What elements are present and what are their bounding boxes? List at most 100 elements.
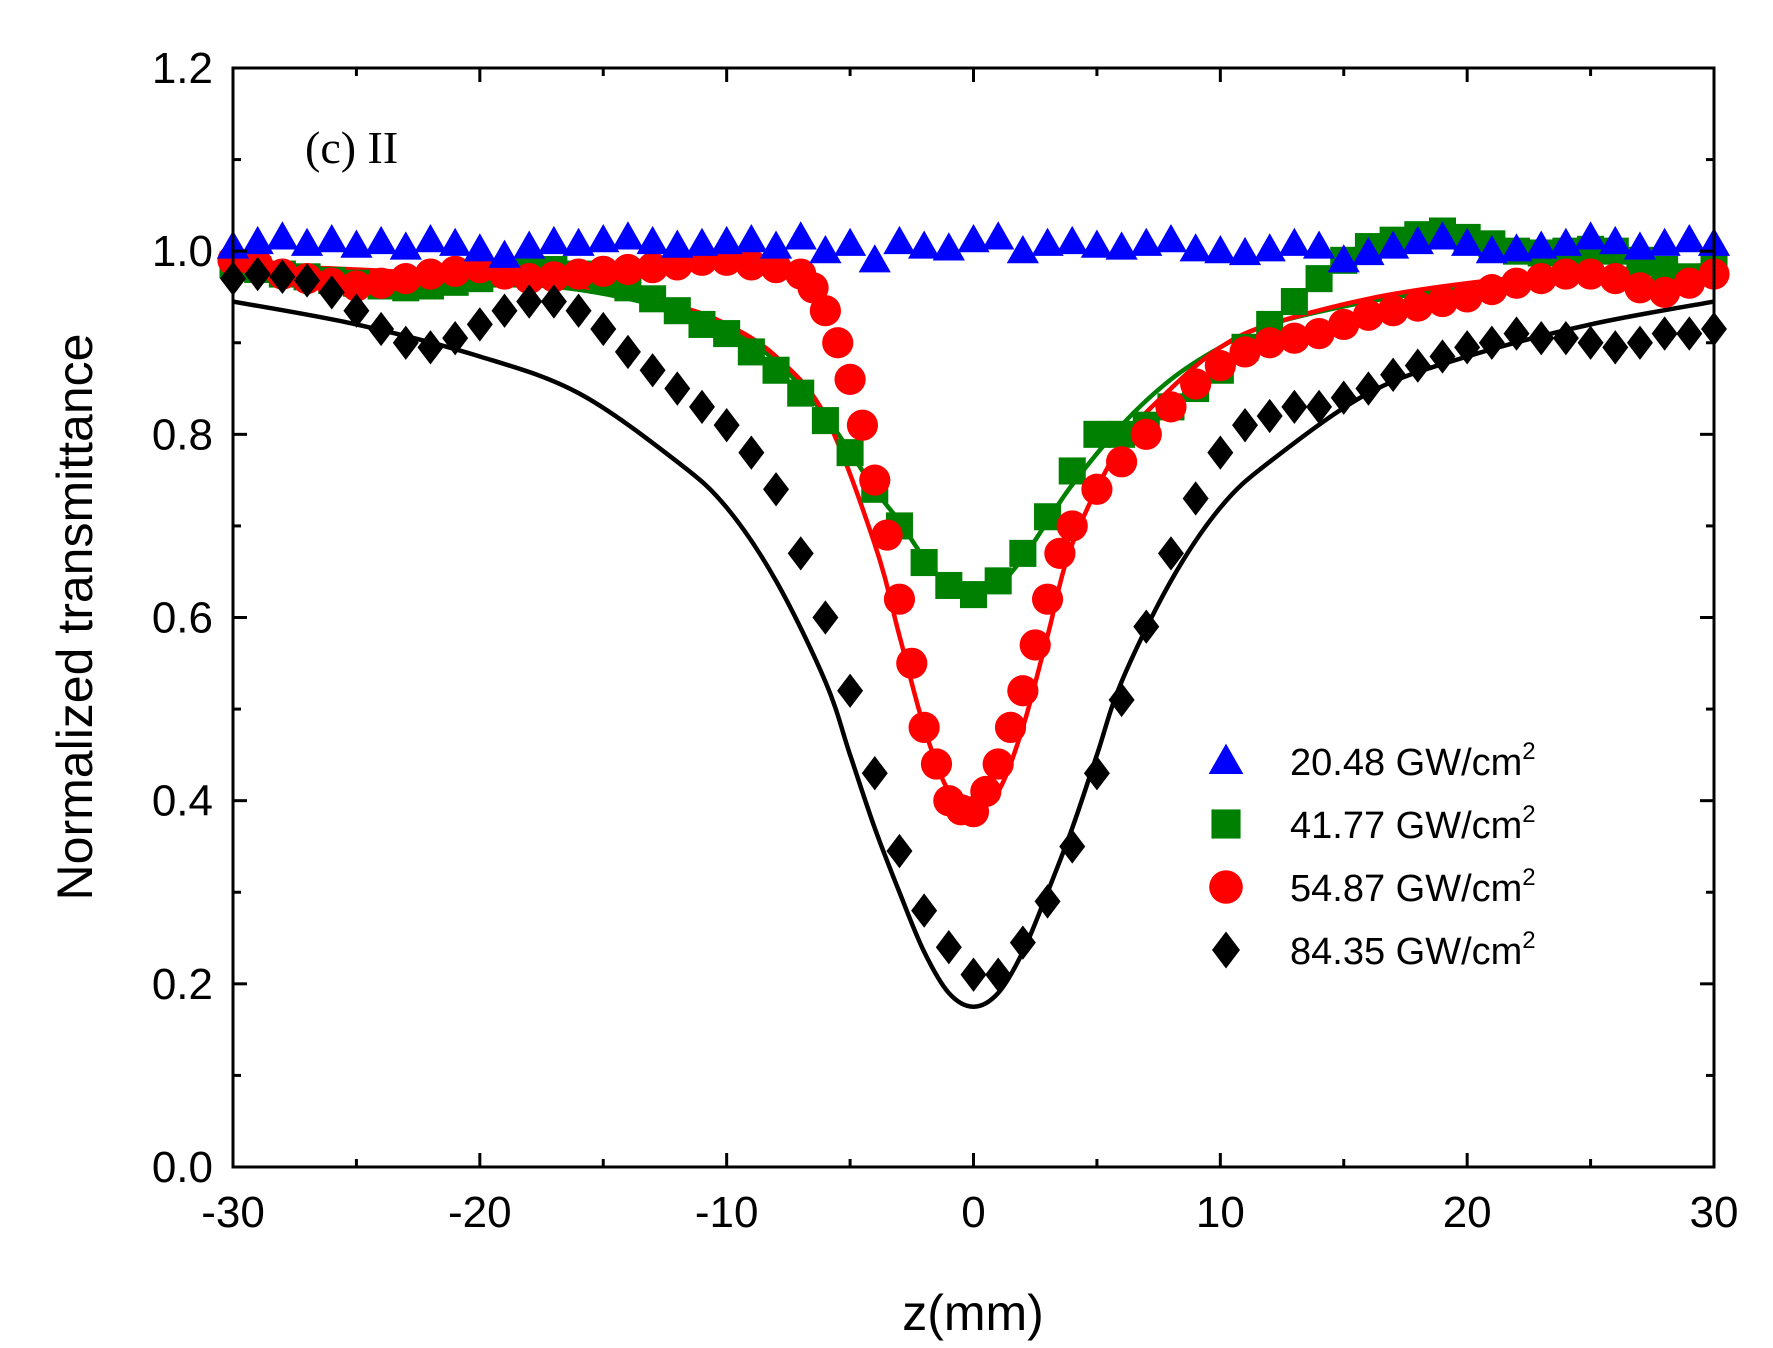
data-point-series-2-48 xyxy=(1130,418,1162,450)
data-point-series-0-3 xyxy=(290,227,324,256)
x-tick-label: 0 xyxy=(961,1188,985,1237)
y-axis-title: Normalized transmittance xyxy=(47,334,103,901)
data-point-series-0-17 xyxy=(636,225,669,255)
data-point-series-1-44 xyxy=(1305,265,1333,293)
data-point-series-0-10 xyxy=(463,233,496,262)
data-point-series-0-18 xyxy=(661,229,694,258)
data-point-series-0-24 xyxy=(809,235,842,264)
data-point-series-3-42 xyxy=(1256,398,1283,434)
data-point-series-3-49 xyxy=(1429,339,1456,374)
data-point-series-2-52 xyxy=(1229,336,1261,368)
data-point-series-3-13 xyxy=(540,284,567,319)
data-point-series-2-29 xyxy=(859,464,891,496)
data-point-series-0-41 xyxy=(1228,236,1262,266)
data-point-series-3-9 xyxy=(442,321,469,356)
data-point-series-0-42 xyxy=(1253,233,1286,262)
data-point-series-3-28 xyxy=(911,893,938,928)
data-point-series-3-57 xyxy=(1626,325,1653,360)
data-point-series-2-55 xyxy=(1303,317,1335,350)
data-point-series-0-31 xyxy=(982,221,1015,250)
data-point-series-2-33 xyxy=(908,711,940,744)
x-tick-label: -20 xyxy=(448,1188,512,1237)
data-point-series-3-8 xyxy=(417,330,444,365)
data-point-series-2-62 xyxy=(1476,274,1508,306)
data-point-series-2-32 xyxy=(896,647,928,679)
data-point-series-1-20 xyxy=(713,320,741,348)
data-point-series-1-21 xyxy=(737,338,765,366)
data-point-series-1-43 xyxy=(1280,288,1308,316)
data-point-series-1-30 xyxy=(959,581,988,609)
data-point-series-1-35 xyxy=(1083,420,1111,448)
data-point-series-2-42 xyxy=(1019,629,1051,661)
data-point-series-2-14 xyxy=(562,258,595,290)
data-point-series-3-16 xyxy=(614,334,641,370)
data-point-series-1-28 xyxy=(910,549,938,577)
data-point-series-1-17 xyxy=(639,285,667,313)
data-point-series-0-8 xyxy=(414,224,447,253)
data-point-series-2-8 xyxy=(414,258,447,290)
data-point-series-3-25 xyxy=(837,673,864,708)
data-point-series-1-32 xyxy=(1009,539,1037,567)
x-tick-labels: -30 -20 -10 0 10 20 30 xyxy=(201,1188,1738,1237)
data-point-series-0-26 xyxy=(858,244,891,273)
data-point-series-2-57 xyxy=(1352,299,1385,331)
data-point-series-2-66 xyxy=(1574,258,1607,290)
data-point-series-0-5 xyxy=(340,229,373,258)
data-point-series-3-15 xyxy=(590,311,617,347)
data-point-series-3-30 xyxy=(960,957,987,992)
data-point-series-3-29 xyxy=(935,930,962,965)
data-point-series-0-28 xyxy=(908,230,941,259)
data-point-series-0-52 xyxy=(1500,233,1533,262)
data-point-series-0-49 xyxy=(1426,221,1459,250)
data-point-series-1-33 xyxy=(1034,503,1062,531)
y-tick-label: 0.4 xyxy=(152,777,213,826)
data-point-series-2-27 xyxy=(834,363,866,395)
data-point-series-2-40 xyxy=(994,711,1027,744)
data-point-series-3-23 xyxy=(787,536,814,571)
data-point-series-3-7 xyxy=(392,325,419,360)
data-point-series-3-4 xyxy=(318,275,345,310)
data-point-series-0-21 xyxy=(735,224,768,253)
data-point-series-3-32 xyxy=(1009,925,1036,960)
legend-marker-2 xyxy=(1209,870,1243,904)
data-point-series-2-34 xyxy=(920,748,953,780)
data-point-series-2-24 xyxy=(797,272,829,304)
data-point-series-3-50 xyxy=(1454,330,1481,365)
data-point-series-0-20 xyxy=(710,225,743,255)
data-points xyxy=(216,217,1731,992)
data-point-series-0-14 xyxy=(562,227,595,256)
data-point-series-0-45 xyxy=(1327,244,1360,273)
data-point-series-2-70 xyxy=(1673,267,1705,299)
data-point-series-0-29 xyxy=(932,232,965,261)
legend-entry-3: 84.35 GW/cm2 xyxy=(1290,927,1536,973)
legend-entry-2: 54.87 GW/cm2 xyxy=(1290,864,1536,910)
data-point-series-2-56 xyxy=(1328,308,1360,341)
legend-entry-1: 41.77 GW/cm2 xyxy=(1290,801,1536,847)
data-point-series-1-36 xyxy=(1108,420,1136,448)
data-point-series-2-69 xyxy=(1649,276,1681,308)
data-point-series-0-34 xyxy=(1056,225,1089,255)
data-point-series-2-46 xyxy=(1081,473,1113,505)
fit-curve-2 xyxy=(232,299,1715,1009)
data-point-series-2-22 xyxy=(760,252,792,284)
data-point-series-3-12 xyxy=(516,284,543,319)
data-point-series-0-50 xyxy=(1451,227,1484,256)
legend-entry-0: 20.48 GW/cm2 xyxy=(1290,738,1536,784)
data-point-series-3-37 xyxy=(1133,609,1160,644)
y-tick-label: 1.2 xyxy=(152,44,213,93)
data-point-series-0-9 xyxy=(439,227,472,256)
data-point-series-0-38 xyxy=(1154,224,1188,253)
data-point-series-3-38 xyxy=(1157,536,1184,571)
data-point-series-3-48 xyxy=(1404,348,1431,383)
data-point-series-1-23 xyxy=(787,379,815,407)
data-point-series-3-18 xyxy=(664,371,691,406)
data-point-series-2-63 xyxy=(1500,267,1533,299)
data-point-series-0-6 xyxy=(364,225,398,255)
data-point-series-3-54 xyxy=(1552,321,1579,356)
data-point-series-3-22 xyxy=(763,472,790,507)
data-point-series-2-53 xyxy=(1254,327,1286,359)
data-point-series-2-9 xyxy=(439,255,471,287)
data-point-series-0-48 xyxy=(1401,225,1434,255)
data-point-series-2-65 xyxy=(1550,258,1582,290)
data-point-series-3-35 xyxy=(1083,756,1110,791)
